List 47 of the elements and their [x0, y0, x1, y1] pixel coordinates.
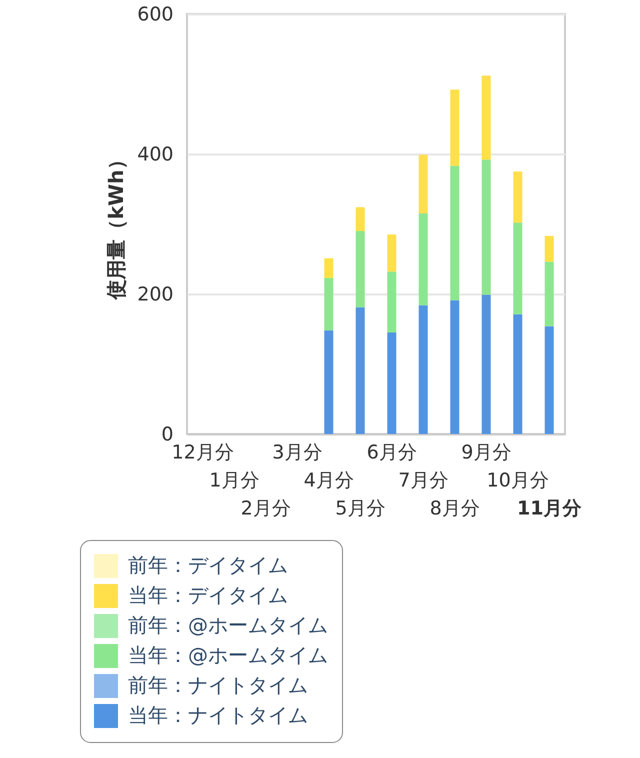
y-tick-label: 0: [161, 424, 174, 446]
bar: [482, 294, 491, 434]
bar: [356, 231, 365, 308]
x-tick-label: 1月分: [209, 470, 260, 492]
bar: [418, 305, 428, 434]
bar: [324, 278, 334, 330]
bar: [418, 154, 428, 214]
bar: [450, 300, 460, 434]
x-tick-label: 5月分: [335, 498, 386, 520]
x-tick-label: 9月分: [461, 442, 512, 464]
legend-label: 当年：@ホームタイム: [128, 643, 328, 667]
bar: [513, 222, 522, 314]
bar: [544, 326, 554, 434]
bar: [450, 166, 460, 300]
x-tick-label: 12月分: [172, 442, 234, 464]
bar: [482, 160, 491, 295]
bar: [513, 314, 522, 434]
bar: [544, 262, 554, 326]
bar: [324, 330, 334, 434]
x-tick-label: 2月分: [240, 498, 291, 520]
legend-label: 当年：ナイトタイム: [128, 703, 308, 727]
y-tick-label: 400: [137, 144, 174, 166]
bar: [356, 307, 365, 434]
bar: [387, 234, 396, 272]
x-tick-label: 10月分: [486, 470, 549, 492]
y-tick-label: 200: [137, 284, 174, 306]
x-tick-label: 3月分: [272, 442, 322, 464]
bar: [513, 172, 522, 223]
bar: [387, 272, 396, 332]
bar: [450, 90, 460, 166]
bar: [324, 258, 334, 278]
x-tick-label: 8月分: [430, 498, 480, 520]
x-tick-label: 4月分: [304, 470, 354, 492]
x-tick-label: 7月分: [398, 470, 448, 492]
y-tick-label: 600: [137, 4, 174, 26]
bar: [544, 236, 554, 262]
y-axis-title: 使用量（kWh）: [104, 150, 128, 300]
legend-label: 前年：デイタイム: [128, 553, 288, 577]
x-tick-label: 6月分: [366, 442, 417, 464]
legend-label: 前年：ナイトタイム: [128, 673, 308, 697]
bar: [387, 332, 396, 434]
bar: [356, 207, 365, 231]
x-tick-label: 11月分: [517, 498, 582, 520]
legend-label: 前年：@ホームタイム: [128, 613, 328, 637]
bar: [418, 214, 428, 306]
legend-label: 当年：デイタイム: [128, 583, 288, 607]
bar: [482, 76, 491, 160]
